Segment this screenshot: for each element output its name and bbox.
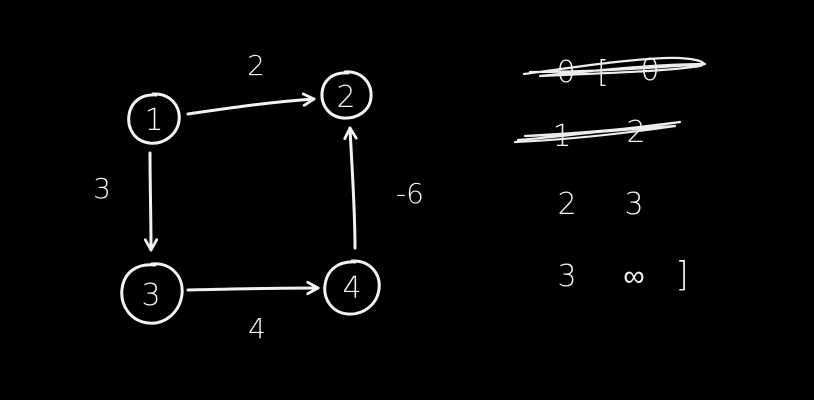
scribbled-text: 2 (626, 115, 645, 150)
edge-3-to-4: 4 (186, 288, 320, 345)
graph-node-4: 4 (323, 259, 381, 316)
node-circle (323, 259, 381, 316)
strike-scribble (522, 56, 707, 78)
edge-1-to-2: 2 (186, 49, 316, 116)
node-circle (127, 92, 181, 145)
edge-arrow (186, 99, 316, 116)
notes-node: 2 (557, 187, 576, 222)
edge-weight-label: 4 (248, 312, 266, 345)
node-label: 2 (336, 80, 355, 115)
scribbled-row-1: 0 [ 0 (522, 53, 707, 90)
node-label: 3 (141, 278, 160, 313)
notes-value: ∞ (623, 259, 644, 294)
edge-arrow (150, 151, 151, 252)
edge-1-to-3: 3 (93, 151, 151, 252)
notes-row: 3 ∞ ] (557, 255, 688, 295)
notes-value: 3 (624, 187, 643, 222)
node-label: 1 (144, 103, 163, 138)
node-label: 4 (342, 271, 361, 306)
edge-arrow (350, 126, 355, 250)
edge-4-to-2: -6 (350, 126, 424, 250)
graph-node-2: 2 (320, 70, 373, 120)
notes-node: 3 (557, 259, 576, 294)
graph-node-3: 3 (120, 262, 184, 325)
strike-scribble (513, 120, 682, 144)
edge-arrow (186, 288, 320, 290)
closing-bracket: ] (675, 255, 688, 295)
scribbled-row-2: 1 2 (513, 115, 682, 154)
edge-weight-label: 2 (247, 49, 265, 82)
notes-row: 2 3 (557, 187, 643, 222)
node-circle (120, 262, 184, 325)
node-circle (320, 70, 373, 120)
edge-weight-label: -6 (396, 177, 424, 210)
graph-node-1: 1 (127, 92, 181, 145)
edge-weight-label: 3 (93, 172, 111, 205)
